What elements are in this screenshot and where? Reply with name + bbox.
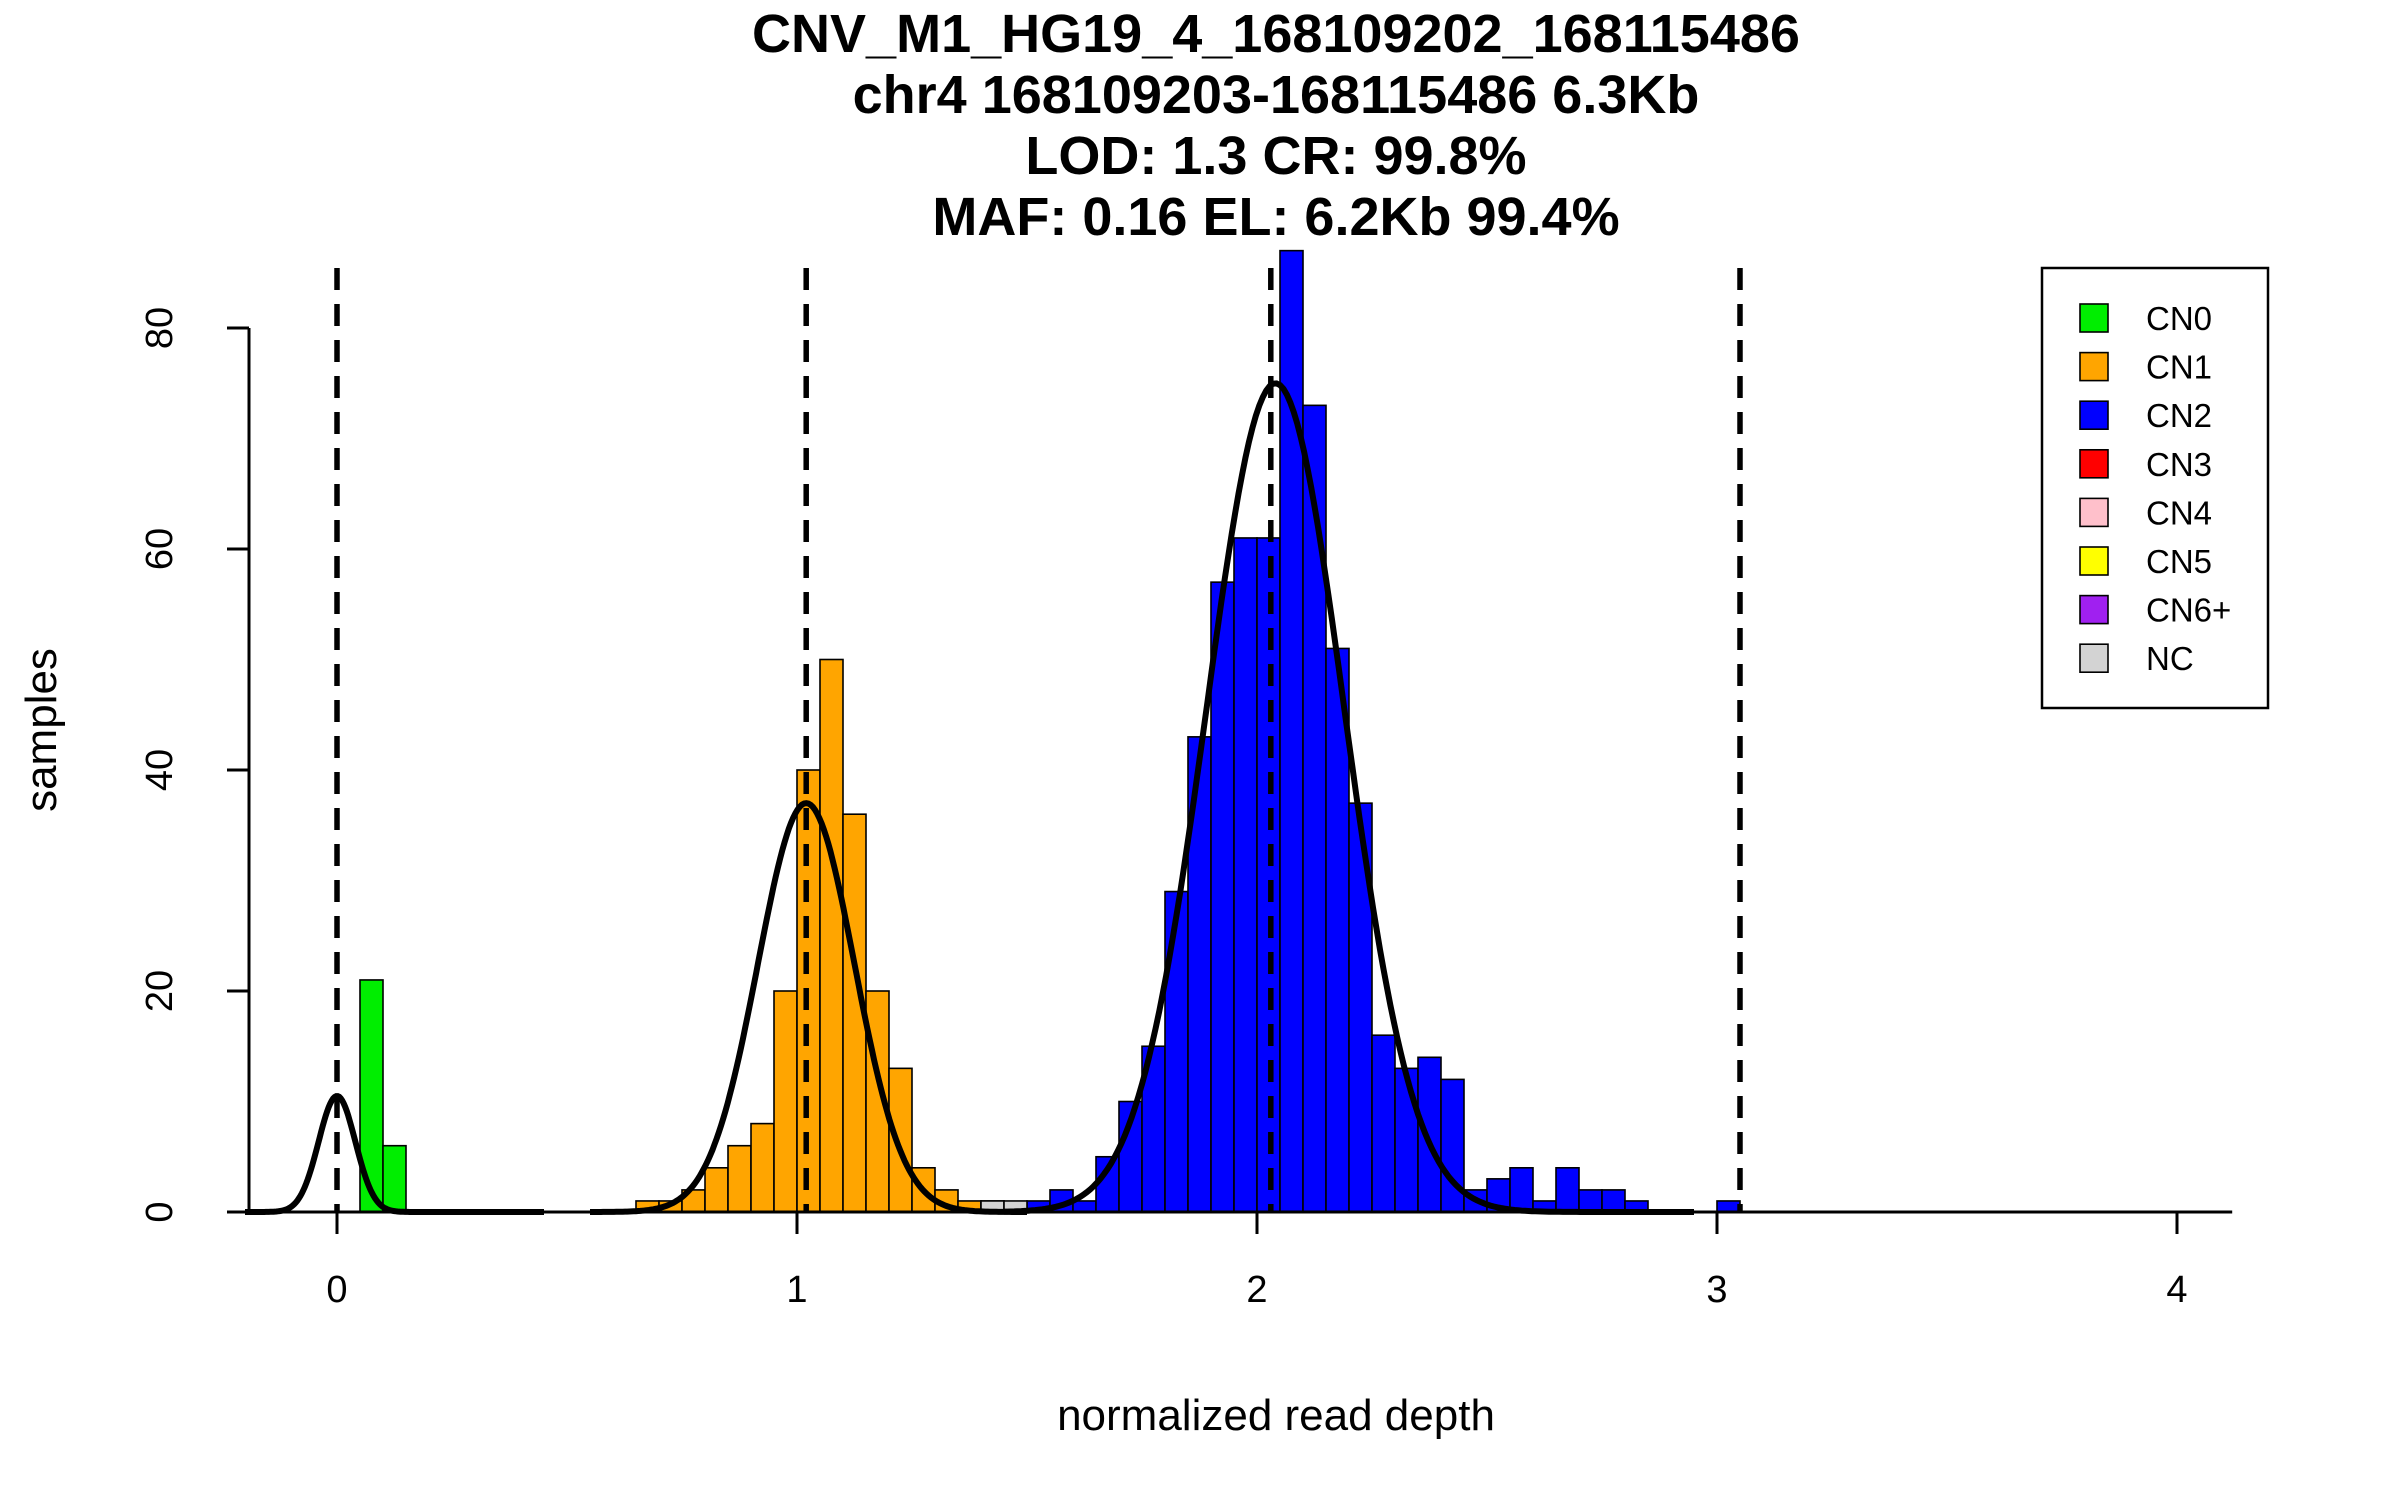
legend-box [2040,266,2270,710]
y-tick-label-0: 0 [139,1201,181,1222]
title-line-1: CNV_M1_HG19_4_168109202_168115486 [752,4,1800,64]
y-axis-ticks: 0 20 40 60 80 [139,307,249,1223]
title-line-4: MAF: 0.16 EL: 6.2Kb 99.4% [932,187,1619,247]
title-line-2: chr4 168109203-168115486 6.3Kb [853,65,1700,125]
legend-swatch-cn3 [2079,448,2109,479]
bar-cn1-8 [819,658,844,1213]
x-tick-label-2: 2 [1246,1269,1267,1311]
fit-curves [245,380,1694,1215]
legend: CN0 CN1 CN2 CN3 CN4 CN5 CN6+ NC [2040,266,2270,710]
legend-label-cn0: CN0 [2146,300,2212,337]
legend-label-cn2: CN2 [2146,397,2212,434]
bar-cn2-23 [1555,1167,1580,1213]
copy-number-boundaries [334,268,1743,1212]
bar-cn1-6 [773,990,798,1213]
legend-swatch-cn4 [2079,497,2109,528]
legend-label-cn6plus: CN6+ [2146,592,2231,629]
bar-cn2-12 [1302,404,1327,1213]
bar-cn2-9 [1233,537,1258,1213]
legend-label-cn3: CN3 [2146,446,2212,483]
bar-cn2-15 [1371,1034,1396,1213]
y-tick-label-1: 20 [139,970,181,1012]
axes: 0 1 2 3 4 0 20 40 60 80 [139,307,2233,1311]
x-tick-label-0: 0 [326,1269,347,1311]
chart-title: CNV_M1_HG19_4_168109202_168115486 chr4 1… [752,4,1800,247]
legend-swatch-cn2 [2079,400,2109,431]
x-tick-label-1: 1 [786,1269,807,1311]
bar-cn2-8 [1210,581,1235,1213]
x-axis-ticks: 0 1 2 3 4 [326,1212,2188,1311]
legend-label-cn1: CN1 [2146,349,2212,386]
fit-curve-1 [590,800,1027,1215]
bar-cn2-21 [1509,1167,1534,1213]
x-axis-label: normalized read depth [1057,1391,1495,1440]
legend-swatch-cn5 [2079,546,2109,576]
bar-cn1-4 [727,1144,752,1213]
y-tick-label-4: 80 [139,307,181,349]
legend-swatch-cn1 [2079,351,2109,382]
legend-swatch-cn6plus [2079,594,2109,625]
bar-cn2-24 [1578,1189,1603,1213]
bar-cn1-3 [704,1167,729,1213]
histogram-bars [359,249,1741,1213]
bar-cn2-17 [1417,1056,1442,1213]
y-tick-label-3: 60 [139,528,181,570]
legend-swatch-cn0 [2079,303,2109,333]
bar-cn1-11 [888,1067,913,1213]
legend-label-nc: NC [2146,640,2194,677]
legend-entries: CN0 CN1 CN2 CN3 CN4 CN5 CN6+ NC [2079,300,2231,677]
y-tick-label-2: 40 [139,749,181,791]
title-line-3: LOD: 1.3 CR: 99.8% [1025,126,1526,186]
bar-cn0-2 [382,1144,407,1213]
bar-cn2-25 [1601,1189,1626,1213]
bar-cn2-16 [1394,1067,1419,1213]
bar-cn2-11 [1279,249,1304,1213]
bar-cn2-27 [1716,1200,1741,1213]
bar-cn2-6 [1164,890,1189,1213]
bar-cn2-2 [1072,1200,1097,1213]
x-tick-label-3: 3 [1706,1269,1727,1311]
legend-label-cn4: CN4 [2146,494,2212,531]
y-axis-label: samples [17,648,66,812]
bar-cn1-5 [750,1122,775,1213]
legend-swatch-nc [2079,643,2109,674]
legend-label-cn5: CN5 [2146,543,2212,580]
x-tick-label-4: 4 [2166,1269,2187,1311]
